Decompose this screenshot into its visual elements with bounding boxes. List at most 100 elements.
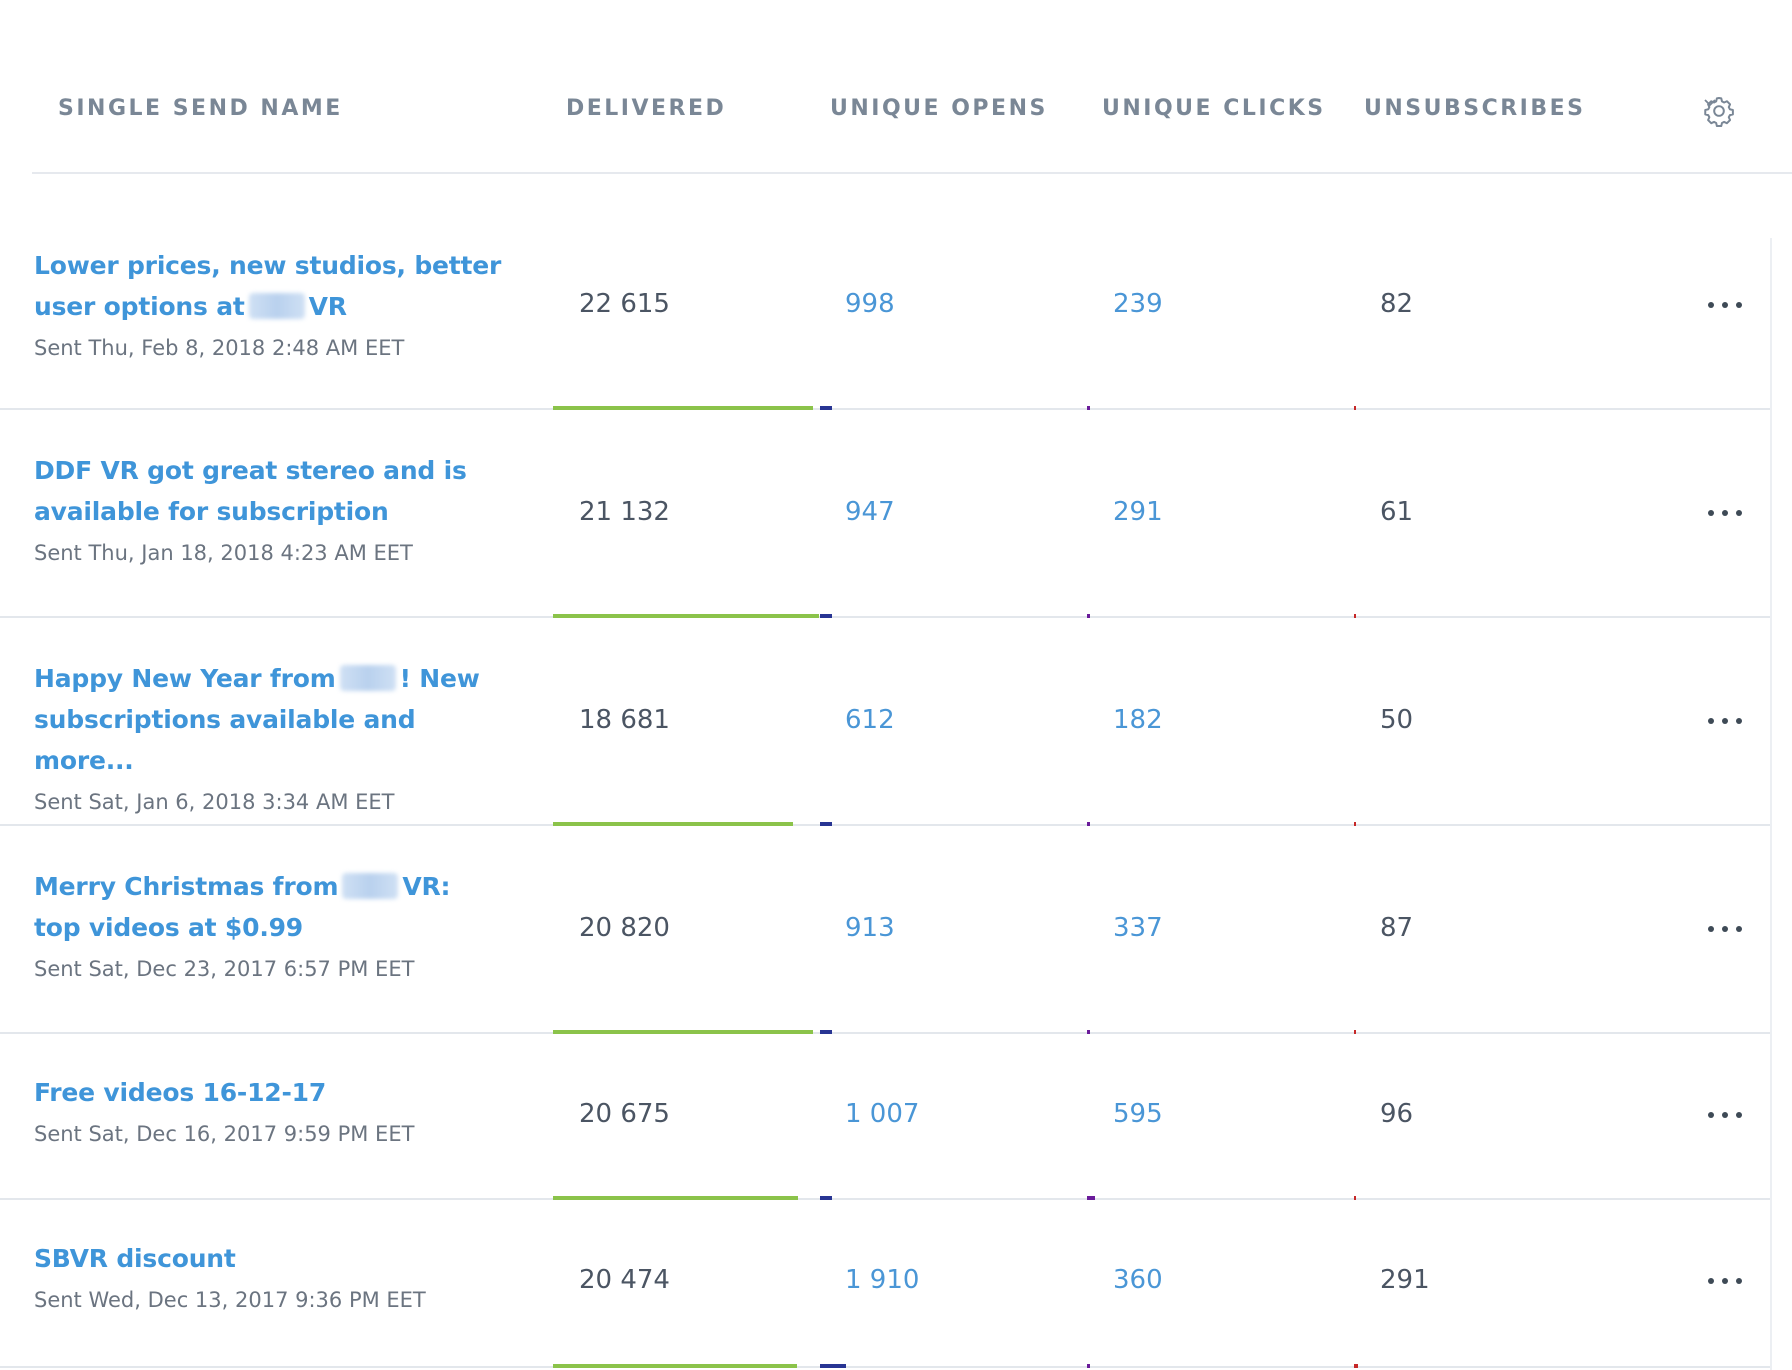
unique-opens-count[interactable]: 947 (845, 497, 895, 527)
clicks-bar (1087, 406, 1090, 410)
unsubscribes-bar (1354, 1364, 1358, 1368)
unique-clicks-count[interactable]: 182 (1113, 705, 1163, 735)
title-text-end: VR (308, 292, 347, 321)
unique-opens-count[interactable]: 1 910 (845, 1265, 920, 1295)
title-text: SBVR discount (34, 1244, 236, 1273)
ellipsis-icon (1708, 1112, 1714, 1118)
table-row: DDF VR got great stereo and is available… (0, 410, 1770, 618)
redacted-text (342, 873, 399, 899)
column-header-name[interactable]: SINGLE SEND NAME (58, 96, 343, 121)
title-text: Lower prices, new studios, better user o… (34, 251, 502, 321)
table-right-border (1770, 238, 1772, 1370)
delivered-count: 21 132 (579, 497, 670, 527)
title-text: Merry Christmas from (34, 872, 339, 901)
single-send-title-link[interactable]: SBVR discount (34, 1238, 534, 1279)
row-name-cell: Merry Christmas from VR: top videos at $0… (34, 866, 494, 984)
delivered-count: 20 820 (579, 913, 670, 943)
table-header: SINGLE SEND NAME DELIVERED UNIQUE OPENS … (0, 0, 1792, 174)
delivered-count: 20 474 (579, 1265, 670, 1295)
unique-clicks-count[interactable]: 291 (1113, 497, 1163, 527)
unsubscribes-count: 61 (1380, 497, 1414, 527)
row-actions-button[interactable] (1700, 1266, 1750, 1296)
unsubscribes-bar (1354, 406, 1356, 410)
sent-date: Sent Thu, Feb 8, 2018 2:48 AM EET (34, 336, 405, 360)
column-header-delivered[interactable]: DELIVERED (566, 96, 727, 121)
ellipsis-icon (1708, 926, 1714, 932)
clicks-bar (1087, 614, 1090, 618)
single-send-title-link[interactable]: DDF VR got great stereo and is available… (34, 450, 474, 532)
table-row: Happy New Year from! New subscriptions a… (0, 618, 1770, 826)
row-name-cell: Lower prices, new studios, better user o… (34, 245, 534, 363)
opens-bar (820, 406, 832, 410)
sent-date: Sent Sat, Dec 16, 2017 9:59 PM EET (34, 1122, 415, 1146)
delivered-bar (553, 614, 819, 618)
delivered-bar (553, 406, 813, 410)
single-send-title-link[interactable]: Happy New Year from! New subscriptions a… (34, 658, 494, 781)
clicks-bar (1087, 1030, 1090, 1034)
unique-clicks-count[interactable]: 239 (1113, 289, 1163, 319)
table-row: SBVR discount Sent Wed, Dec 13, 2017 9:3… (0, 1200, 1770, 1368)
column-settings-button[interactable] (1696, 92, 1778, 132)
row-actions-button[interactable] (1700, 706, 1750, 736)
row-name-cell: Free videos 16-12-17 Sent Sat, Dec 16, 2… (34, 1072, 534, 1149)
unsubscribes-count: 82 (1380, 289, 1414, 319)
sent-date: Sent Sat, Dec 23, 2017 6:57 PM EET (34, 957, 415, 981)
delivered-bar (553, 1196, 798, 1200)
unique-opens-count[interactable]: 998 (845, 289, 895, 319)
ellipsis-icon (1708, 510, 1714, 516)
title-text: DDF VR got great stereo and is available… (34, 456, 467, 526)
clicks-bar (1087, 1196, 1095, 1200)
clicks-bar (1087, 1364, 1090, 1368)
unique-opens-count[interactable]: 913 (845, 913, 895, 943)
row-name-cell: SBVR discount Sent Wed, Dec 13, 2017 9:3… (34, 1238, 534, 1315)
unsubscribes-bar (1354, 614, 1356, 618)
delivered-bar (553, 1030, 813, 1034)
delivered-bar (553, 1364, 797, 1368)
single-send-title-link[interactable]: Lower prices, new studios, better user o… (34, 245, 534, 327)
title-text-end: ! New subscriptions available and more..… (34, 664, 480, 775)
delivered-count: 22 615 (579, 289, 670, 319)
unsubscribes-count: 96 (1380, 1099, 1414, 1129)
unique-clicks-count[interactable]: 595 (1113, 1099, 1163, 1129)
column-header-unique-opens[interactable]: UNIQUE OPENS (830, 96, 1048, 121)
unsubscribes-count: 87 (1380, 913, 1414, 943)
opens-bar (820, 1364, 846, 1368)
row-actions-button[interactable] (1700, 1100, 1750, 1130)
sent-date: Sent Thu, Jan 18, 2018 4:23 AM EET (34, 541, 413, 565)
unsubscribes-bar (1354, 822, 1356, 826)
chevron-down-icon (1704, 99, 1716, 107)
delivered-count: 18 681 (579, 705, 670, 735)
single-send-title-link[interactable]: Free videos 16-12-17 (34, 1072, 534, 1113)
column-header-unique-clicks[interactable]: UNIQUE CLICKS (1102, 96, 1326, 121)
ellipsis-icon (1708, 718, 1714, 724)
ellipsis-icon (1708, 302, 1714, 308)
redacted-text (339, 665, 396, 691)
column-header-unsubscribes[interactable]: UNSUBSCRIBES (1364, 96, 1586, 121)
table-row: Merry Christmas from VR: top videos at $0… (0, 826, 1770, 1034)
header-divider (32, 172, 1792, 174)
single-send-title-link[interactable]: Merry Christmas from VR: top videos at $0… (34, 866, 494, 948)
ellipsis-icon (1708, 1278, 1714, 1284)
unique-clicks-count[interactable]: 360 (1113, 1265, 1163, 1295)
title-text: Free videos 16-12-17 (34, 1078, 327, 1107)
unsubscribes-count: 291 (1380, 1265, 1430, 1295)
title-text: Happy New Year from (34, 664, 336, 693)
sent-date: Sent Wed, Dec 13, 2017 9:36 PM EET (34, 1288, 426, 1312)
unsubscribes-bar (1354, 1030, 1356, 1034)
unique-opens-count[interactable]: 1 007 (845, 1099, 920, 1129)
row-actions-button[interactable] (1700, 914, 1750, 944)
delivered-count: 20 675 (579, 1099, 670, 1129)
table-row: Free videos 16-12-17 Sent Sat, Dec 16, 2… (0, 1034, 1770, 1200)
row-name-cell: Happy New Year from! New subscriptions a… (34, 658, 494, 817)
unsubscribes-count: 50 (1380, 705, 1414, 735)
gear-icon (1704, 96, 1734, 128)
table-row: Lower prices, new studios, better user o… (0, 238, 1770, 410)
opens-bar (820, 1030, 832, 1034)
sent-date: Sent Sat, Jan 6, 2018 3:34 AM EET (34, 790, 395, 814)
row-actions-button[interactable] (1700, 290, 1750, 320)
delivered-bar (553, 822, 793, 826)
clicks-bar (1087, 822, 1090, 826)
row-actions-button[interactable] (1700, 498, 1750, 528)
unique-opens-count[interactable]: 612 (845, 705, 895, 735)
unique-clicks-count[interactable]: 337 (1113, 913, 1163, 943)
